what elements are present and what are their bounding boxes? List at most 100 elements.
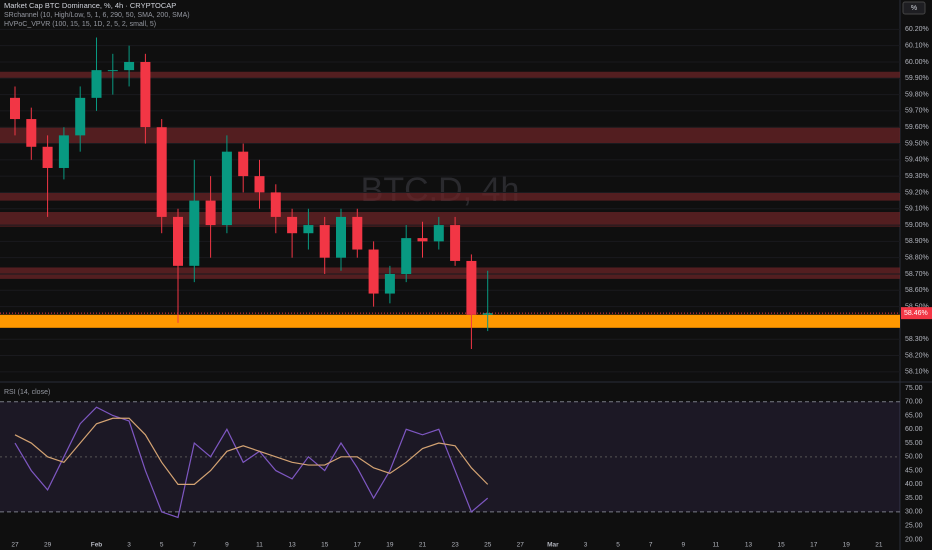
x-tick-label: 27 bbox=[517, 542, 525, 549]
candle-body bbox=[303, 225, 314, 234]
candle-body bbox=[140, 61, 151, 128]
candle-body bbox=[352, 216, 363, 250]
x-tick-label: 29 bbox=[44, 542, 52, 549]
candle-body bbox=[91, 70, 102, 98]
candle-body bbox=[270, 192, 281, 217]
x-tick-label: 5 bbox=[160, 542, 164, 549]
y-tick-label: 58.20% bbox=[905, 352, 929, 359]
y-tick-label: 60.00 bbox=[905, 426, 923, 433]
last-price-label: 58.46% bbox=[904, 310, 928, 317]
x-tick-label: 13 bbox=[745, 542, 753, 549]
y-tick-label: 25.00 bbox=[905, 523, 923, 530]
y-tick-label: 60.20% bbox=[905, 26, 929, 33]
x-tick-label: 3 bbox=[127, 542, 131, 549]
x-tick-label: Mar bbox=[547, 542, 559, 549]
y-tick-label: 65.00 bbox=[905, 412, 923, 419]
candle-body bbox=[221, 151, 232, 226]
x-tick-label: 25 bbox=[484, 542, 492, 549]
y-tick-label: 59.00% bbox=[905, 222, 929, 229]
candle-body bbox=[254, 176, 265, 193]
indicator-label: SRchannel (10, High/Low, 5, 1, 6, 290, 5… bbox=[4, 12, 190, 19]
candle-body bbox=[173, 216, 183, 266]
x-tick-label: 7 bbox=[192, 542, 196, 549]
y-tick-label: 58.60% bbox=[905, 287, 929, 294]
y-tick-label: 20.00 bbox=[905, 536, 923, 543]
rsi-line bbox=[14, 417, 489, 485]
sr-zone bbox=[0, 267, 900, 279]
y-tick-label: 40.00 bbox=[905, 481, 923, 488]
candle-body bbox=[319, 225, 330, 258]
candle-body bbox=[189, 200, 200, 266]
x-tick-label: 15 bbox=[777, 542, 785, 549]
x-tick-label: 5 bbox=[616, 542, 620, 549]
x-tick-label: 3 bbox=[584, 542, 588, 549]
candle-body bbox=[42, 146, 53, 168]
y-tick-label: 58.10% bbox=[905, 369, 929, 376]
chart-title: Market Cap BTC Dominance, %, 4h · CRYPTO… bbox=[4, 1, 176, 10]
x-tick-label: 11 bbox=[256, 542, 263, 549]
rsi-line bbox=[14, 406, 489, 519]
x-tick-label: 11 bbox=[713, 542, 720, 549]
x-tick-label: Feb bbox=[91, 542, 103, 549]
candle-body bbox=[384, 273, 395, 294]
y-tick-label: 70.00 bbox=[905, 399, 923, 406]
indicator-label: HVPoC_VPVR (100, 15, 15, 1D, 2, 5, 2, sm… bbox=[4, 21, 156, 28]
candle-body bbox=[417, 238, 428, 242]
candle-body bbox=[287, 216, 298, 234]
y-tick-label: 55.00 bbox=[905, 440, 923, 447]
sr-zone bbox=[0, 71, 900, 79]
y-tick-label: 59.30% bbox=[905, 173, 929, 180]
last-price-tag bbox=[901, 307, 932, 320]
y-tick-label: 58.70% bbox=[905, 271, 929, 278]
y-tick-label: 58.30% bbox=[905, 336, 929, 343]
y-tick-label: 59.70% bbox=[905, 108, 929, 115]
sr-zone bbox=[0, 212, 900, 227]
candle-body bbox=[124, 61, 135, 71]
x-tick-label: 17 bbox=[810, 542, 818, 549]
y-tick-label: 59.40% bbox=[905, 157, 929, 164]
y-tick-label: 59.50% bbox=[905, 140, 929, 147]
y-tick-label: 58.50% bbox=[905, 303, 929, 310]
x-tick-label: 9 bbox=[225, 542, 229, 549]
sr-zone bbox=[0, 192, 900, 201]
candle-body bbox=[58, 135, 69, 168]
watermark: BTC.D, 4h bbox=[361, 171, 520, 209]
y-tick-label: 45.00 bbox=[905, 467, 923, 474]
y-tick-label: 30.00 bbox=[905, 509, 923, 516]
y-tick-label: 75.00 bbox=[905, 385, 923, 392]
y-tick-label: 59.90% bbox=[905, 75, 929, 82]
y-tick-label: 59.60% bbox=[905, 124, 929, 131]
y-tick-label: 58.80% bbox=[905, 255, 929, 262]
candle-body bbox=[336, 216, 346, 258]
candle-body bbox=[205, 200, 216, 226]
candle-body bbox=[482, 313, 493, 315]
x-tick-label: 21 bbox=[419, 542, 427, 549]
x-tick-label: 17 bbox=[354, 542, 362, 549]
rsi-title: RSI (14, close) bbox=[4, 389, 50, 396]
candle-body bbox=[26, 119, 37, 147]
y-tick-label: 50.00 bbox=[905, 454, 923, 461]
candle-body bbox=[75, 97, 86, 136]
candle-body bbox=[156, 127, 167, 217]
x-tick-label: 23 bbox=[451, 542, 459, 549]
scale-button-label[interactable]: % bbox=[911, 5, 917, 12]
y-tick-label: 58.90% bbox=[905, 238, 929, 245]
y-tick-label: 60.00% bbox=[905, 59, 929, 66]
x-tick-label: 27 bbox=[11, 542, 19, 549]
y-tick-label: 60.10% bbox=[905, 43, 929, 50]
sr-zone bbox=[0, 314, 900, 328]
x-tick-label: 7 bbox=[649, 542, 653, 549]
scale-button[interactable] bbox=[902, 1, 926, 15]
x-tick-label: 19 bbox=[386, 542, 394, 549]
x-tick-label: 15 bbox=[321, 542, 329, 549]
x-tick-label: 13 bbox=[288, 542, 296, 549]
y-tick-label: 35.00 bbox=[905, 495, 923, 502]
candle-body bbox=[107, 70, 118, 72]
candle-body bbox=[238, 151, 249, 177]
candle-body bbox=[368, 249, 379, 294]
y-tick-label: 59.20% bbox=[905, 189, 929, 196]
candle-body bbox=[450, 225, 461, 261]
x-tick-label: 9 bbox=[681, 542, 685, 549]
y-tick-label: 59.80% bbox=[905, 91, 929, 98]
